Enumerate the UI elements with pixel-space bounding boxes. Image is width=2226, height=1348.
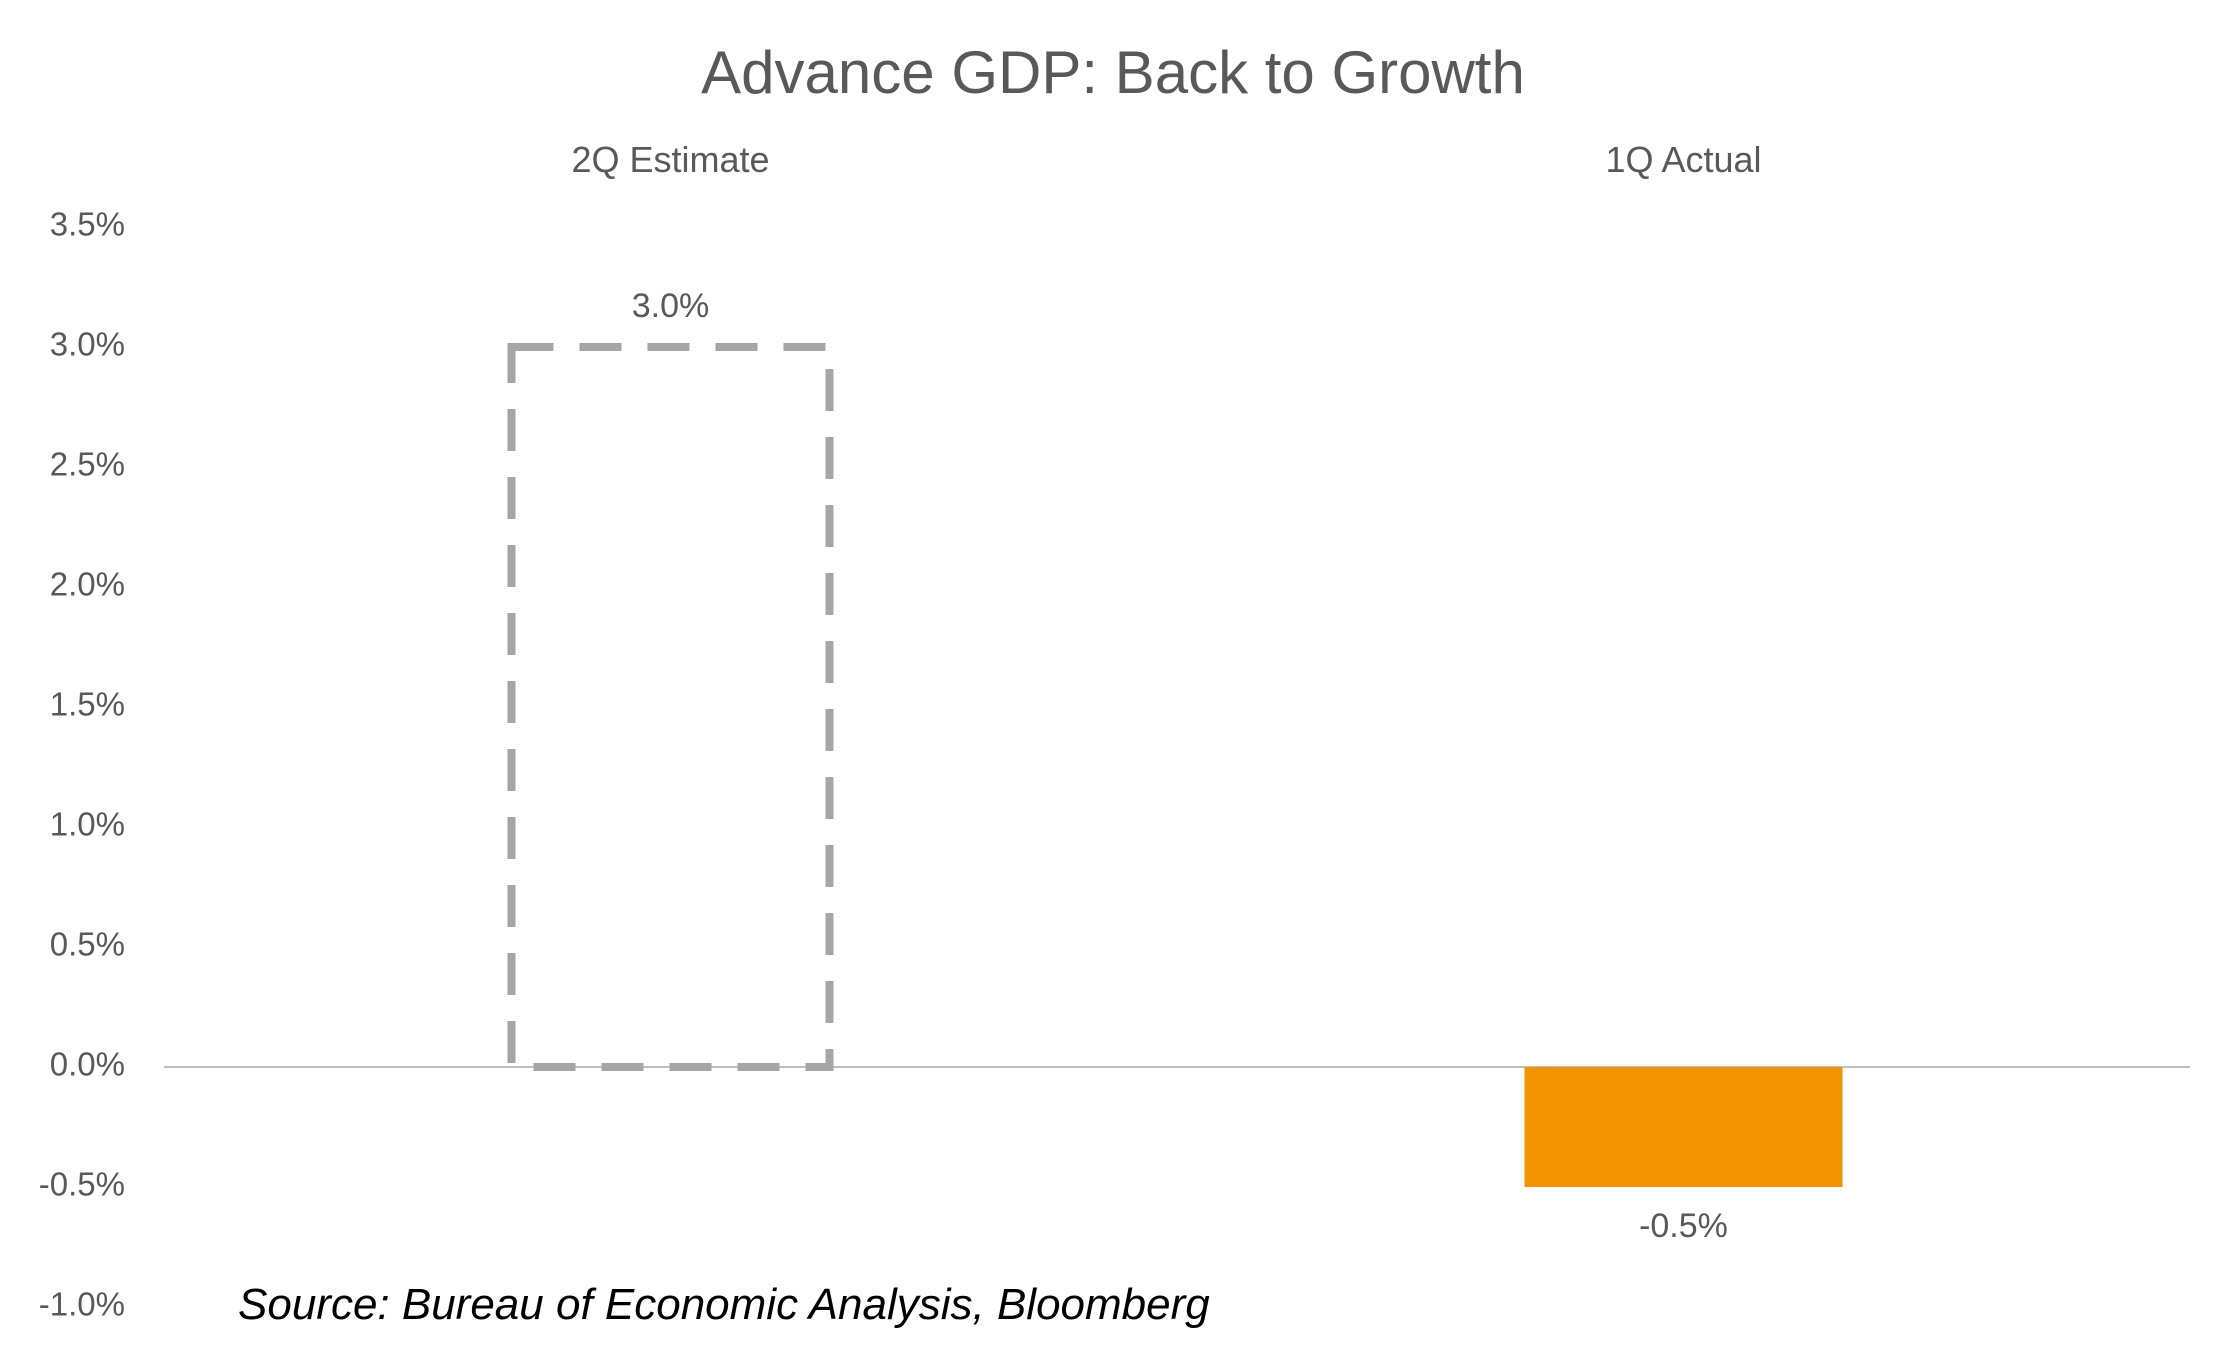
- chart-title: Advance GDP: Back to Growth: [701, 39, 1525, 106]
- data-label: 3.0%: [632, 287, 710, 325]
- source-note: Source: Bureau of Economic Analysis, Blo…: [238, 1280, 1210, 1329]
- y-tick-label: 2.0%: [50, 566, 125, 603]
- y-tick-label: 1.0%: [50, 806, 125, 843]
- data-label: -0.5%: [1639, 1207, 1728, 1245]
- y-tick-label: 0.5%: [50, 926, 125, 963]
- y-tick-label: -0.5%: [39, 1166, 125, 1203]
- y-tick-label: 0.0%: [50, 1046, 125, 1083]
- y-tick-label: -1.0%: [39, 1286, 125, 1323]
- bar-actual: [1524, 1067, 1843, 1187]
- bar-estimate: [507, 343, 834, 1071]
- y-tick-label: 3.5%: [50, 206, 125, 243]
- category-label: 1Q Actual: [1605, 139, 1761, 180]
- y-tick-label: 3.0%: [50, 326, 125, 363]
- category-label: 2Q Estimate: [571, 139, 769, 180]
- y-tick-label: 2.5%: [50, 446, 125, 483]
- y-tick-label: 1.5%: [50, 686, 125, 723]
